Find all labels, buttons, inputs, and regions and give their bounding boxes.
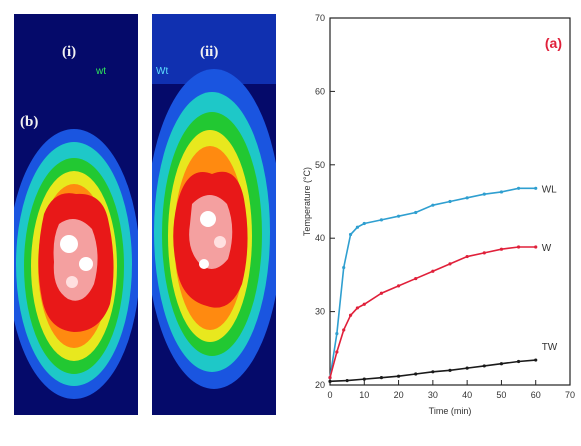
thermal-image-1: (b) (i) wt	[14, 14, 138, 415]
chart-panel-label: (a)	[545, 35, 562, 51]
data-point-w	[465, 254, 469, 259]
y-tick-label: 40	[315, 233, 325, 243]
series-line-wl	[329, 187, 536, 378]
data-point-wl	[534, 186, 538, 190]
thermal-map-1	[14, 129, 138, 399]
data-point-wl	[516, 186, 521, 190]
data-point-tw	[448, 368, 452, 372]
data-point-wl	[482, 192, 486, 196]
thermal-sub-label: (ii)	[200, 44, 219, 60]
data-point-wl	[379, 218, 384, 222]
thermal-panel-label: (b)	[20, 114, 39, 130]
data-point-tw	[465, 366, 469, 370]
x-tick-label: 40	[462, 390, 472, 400]
data-point-tw	[362, 377, 366, 381]
series-line-w	[329, 246, 536, 378]
data-point-w	[379, 291, 384, 295]
data-point-w	[362, 302, 366, 306]
thermal-tag: Wt	[156, 66, 169, 77]
data-point-w	[396, 284, 401, 288]
x-tick-label: 60	[531, 390, 541, 400]
data-point-wl	[355, 225, 360, 229]
data-point-w	[499, 247, 504, 251]
data-point-wl	[348, 232, 353, 237]
x-axis-label: Time (min)	[429, 406, 472, 416]
y-axis-label: Temperature (°C)	[302, 167, 312, 236]
data-point-w	[328, 376, 332, 380]
data-point-wl	[499, 190, 504, 194]
data-point-tw	[499, 362, 504, 366]
data-point-wl	[465, 196, 469, 200]
thermal-tag: wt	[96, 66, 106, 77]
data-point-w	[448, 262, 452, 266]
y-tick-label: 20	[315, 380, 325, 390]
data-point-wl	[342, 265, 346, 270]
data-point-w	[516, 245, 521, 249]
data-point-tw	[534, 358, 538, 362]
thermal-image-2: (ii) Wt	[152, 14, 276, 415]
y-tick-label: 30	[315, 307, 325, 317]
data-point-w	[414, 276, 418, 281]
data-point-tw	[345, 378, 349, 383]
data-point-tw	[396, 374, 401, 378]
data-point-w	[335, 350, 339, 354]
data-point-w	[342, 328, 346, 332]
data-point-w	[431, 269, 435, 273]
thermal-sub-label: (i)	[62, 44, 77, 60]
data-point-tw	[379, 376, 384, 380]
data-point-wl	[396, 214, 401, 218]
x-tick-label: 0	[327, 390, 332, 400]
series-label-w: W	[542, 243, 552, 254]
data-point-wl	[335, 332, 339, 336]
data-point-w	[355, 306, 360, 310]
data-point-wl	[362, 221, 366, 226]
data-point-wl	[431, 203, 435, 207]
y-tick-label: 70	[315, 13, 325, 23]
temperature-chart: 0 10 20 30 40 50 60 70 20 30 40 50 60 70 Time (min) Tem…	[290, 0, 581, 441]
data-point-tw	[431, 370, 435, 374]
data-point-w	[348, 313, 353, 317]
data-point-tw	[482, 364, 486, 368]
data-point-tw	[328, 379, 332, 383]
x-tick-label: 20	[394, 390, 404, 400]
y-tick-label: 60	[315, 86, 325, 96]
x-tick-label: 50	[496, 390, 506, 400]
x-tick-label: 10	[359, 390, 369, 400]
x-tick-label: 30	[428, 390, 438, 400]
data-point-w	[534, 245, 538, 249]
data-point-tw	[516, 359, 521, 364]
y-tick-label: 50	[315, 160, 325, 170]
data-point-w	[482, 251, 486, 255]
data-point-wl	[414, 210, 418, 215]
thermal-map-2	[152, 14, 276, 389]
data-point-wl	[448, 199, 452, 204]
chart-svg: 0 10 20 30 40 50 60 70 20 30 40 50 60 70 Time (min) Tem…	[302, 13, 575, 416]
series-label-tw: TW	[542, 342, 558, 353]
data-point-tw	[414, 372, 418, 376]
series-label-wl: WL	[542, 184, 557, 195]
x-tick-label: 70	[565, 390, 575, 400]
plot-frame	[329, 17, 571, 386]
